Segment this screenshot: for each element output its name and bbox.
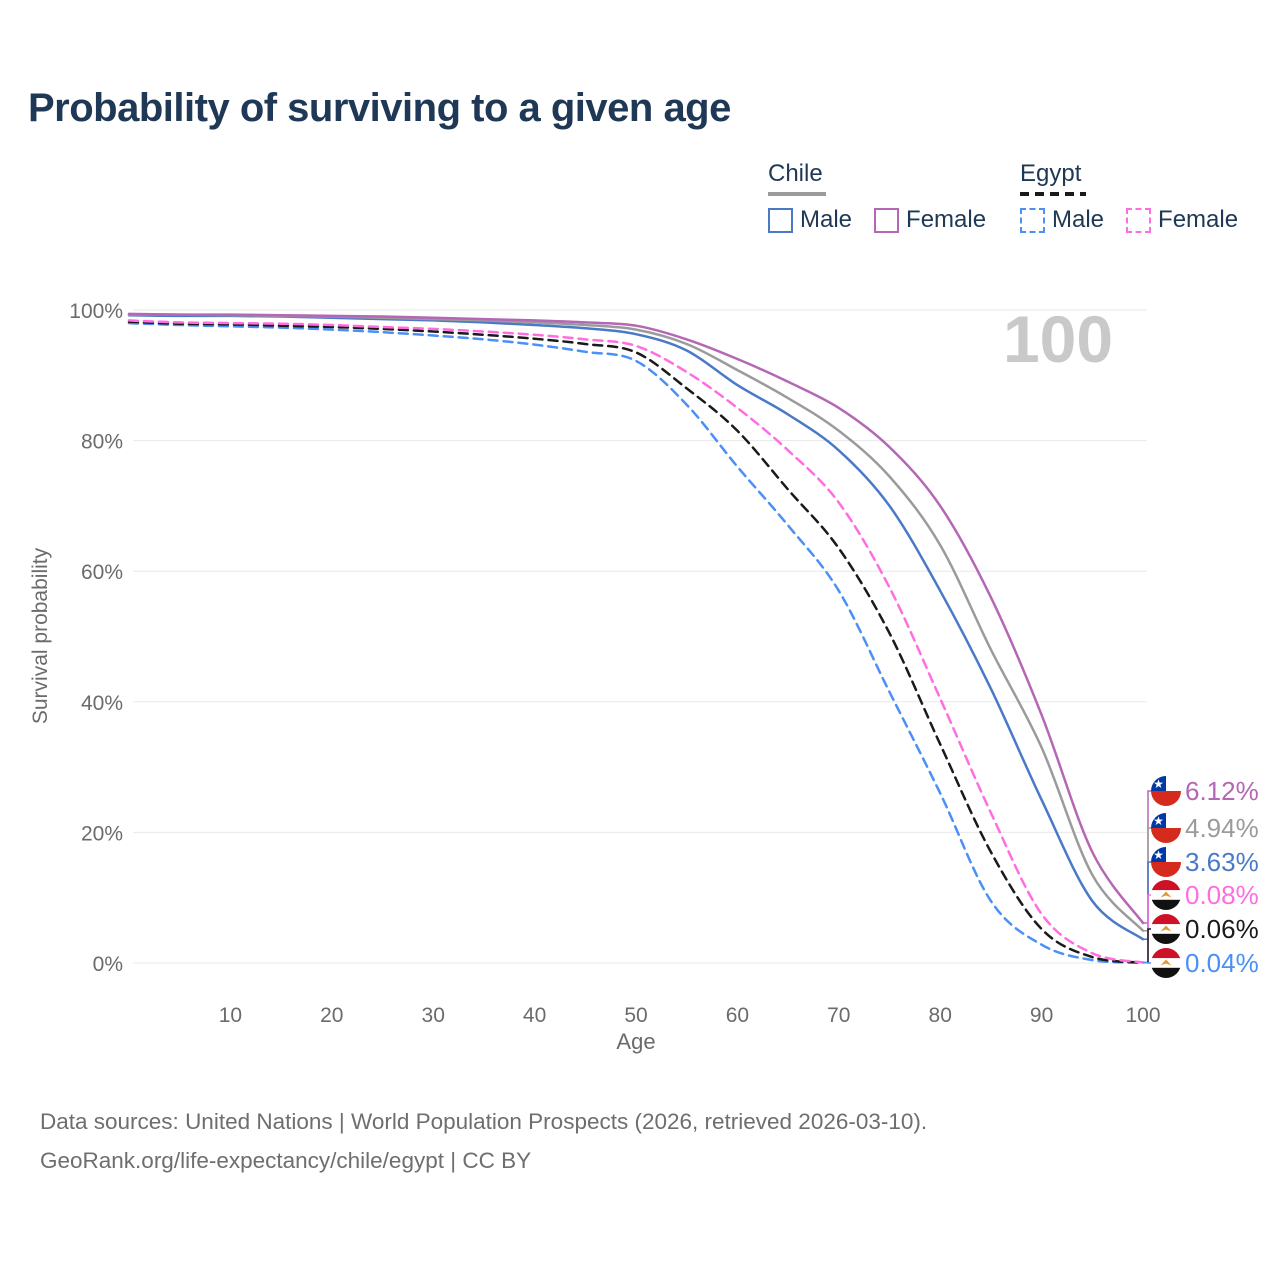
- chart-footer: Data sources: United Nations | World Pop…: [40, 1102, 927, 1180]
- legend-item-label: Male: [1052, 206, 1105, 233]
- chile-line-style-swatch: [768, 192, 826, 196]
- x-tick-label: 100: [1125, 1004, 1160, 1027]
- series-line-egypt-male[interactable]: [127, 321, 1145, 964]
- page-title: Probability of surviving to a given age: [28, 86, 731, 130]
- chile-flag-icon: ★: [1151, 847, 1181, 877]
- legend-country-egypt[interactable]: Egypt: [1020, 160, 1082, 187]
- end-label-connector: [1143, 790, 1151, 924]
- x-tick-label: 40: [523, 1004, 546, 1027]
- data-sources-note: Data sources: United Nations | World Pop…: [40, 1109, 928, 1134]
- end-label-egypt[interactable]: 0.06%: [1143, 914, 1259, 964]
- x-axis-title: Age: [616, 1029, 655, 1054]
- end-label-chile-female[interactable]: ★ 6.12%: [1143, 776, 1259, 924]
- legend-group-egypt: Egypt Male Female: [1020, 160, 1260, 234]
- end-label-value: 6.12%: [1185, 776, 1259, 806]
- series-line-chile-male[interactable]: [127, 313, 1145, 941]
- y-tick-label: 40%: [81, 692, 123, 715]
- end-label-chile[interactable]: ★ 4.94%: [1143, 813, 1259, 932]
- x-tick-label: 60: [726, 1004, 749, 1027]
- legend-country-chile[interactable]: Chile: [768, 160, 823, 187]
- x-tick-label: 20: [320, 1004, 343, 1027]
- legend-item-label: Male: [800, 206, 853, 233]
- legend-group-chile: Chile Male Female: [768, 160, 1008, 234]
- chile-flag-icon: ★: [1151, 813, 1181, 843]
- svg-text:★: ★: [1153, 814, 1164, 828]
- egypt-flag-icon: [1151, 948, 1181, 978]
- age-watermark: 100: [1003, 302, 1113, 376]
- end-label-egypt-male[interactable]: 0.04%: [1143, 948, 1259, 978]
- chile-flag-icon: ★: [1151, 776, 1181, 806]
- svg-text:★: ★: [1153, 848, 1164, 862]
- y-axis-title: Survival probability: [29, 547, 52, 724]
- legend-item-label: Female: [1158, 206, 1239, 233]
- y-tick-label: 60%: [81, 561, 123, 584]
- y-tick-label: 80%: [81, 431, 123, 454]
- source-url: GeoRank.org/life-expectancy/chile/egypt …: [40, 1148, 532, 1173]
- series-line-chile-female[interactable]: [127, 312, 1145, 925]
- egypt-female-swatch-icon: [1126, 207, 1152, 233]
- series-line-egypt-female[interactable]: [127, 319, 1145, 964]
- end-label-connector: [1143, 928, 1151, 964]
- gridlines: 0% 20% 40% 60% 80% 100%: [69, 300, 1147, 976]
- egypt-male-swatch-icon: [1020, 207, 1045, 233]
- end-label-connector: [1143, 827, 1151, 932]
- egypt-line-style-swatch: [1020, 192, 1086, 196]
- x-tick-label: 30: [422, 1004, 445, 1027]
- x-tick-label: 90: [1030, 1004, 1053, 1027]
- end-label-value: 3.63%: [1185, 847, 1259, 877]
- end-label-value: 0.04%: [1185, 948, 1259, 978]
- legend-item-chile-female[interactable]: Female: [874, 206, 986, 234]
- legend-item-egypt-female[interactable]: Female: [1126, 206, 1238, 234]
- end-label-connector: [1143, 861, 1151, 941]
- svg-text:★: ★: [1153, 777, 1164, 791]
- end-label-value: 0.06%: [1185, 914, 1259, 944]
- end-label-value: 0.08%: [1185, 880, 1259, 910]
- legend-item-label: Female: [906, 206, 987, 233]
- egypt-flag-icon: [1151, 914, 1181, 944]
- series-line-egypt[interactable]: [127, 320, 1145, 964]
- y-tick-label: 0%: [93, 953, 123, 976]
- series-line-chile[interactable]: [127, 313, 1145, 932]
- chile-male-swatch-icon: [768, 207, 793, 233]
- x-tick-label: 80: [929, 1004, 952, 1027]
- x-tick-label: 50: [624, 1004, 647, 1027]
- legend-item-chile-male[interactable]: Male: [768, 206, 852, 234]
- end-label-chile-male[interactable]: ★ 3.63%: [1143, 847, 1259, 941]
- x-tick-label: 10: [219, 1004, 242, 1027]
- y-tick-label: 100%: [69, 300, 123, 323]
- legend-item-egypt-male[interactable]: Male: [1020, 206, 1104, 234]
- chile-female-swatch-icon: [874, 207, 900, 233]
- end-label-value: 4.94%: [1185, 813, 1259, 843]
- egypt-flag-icon: [1151, 880, 1181, 910]
- x-tick-label: 70: [827, 1004, 850, 1027]
- y-tick-label: 20%: [81, 822, 123, 845]
